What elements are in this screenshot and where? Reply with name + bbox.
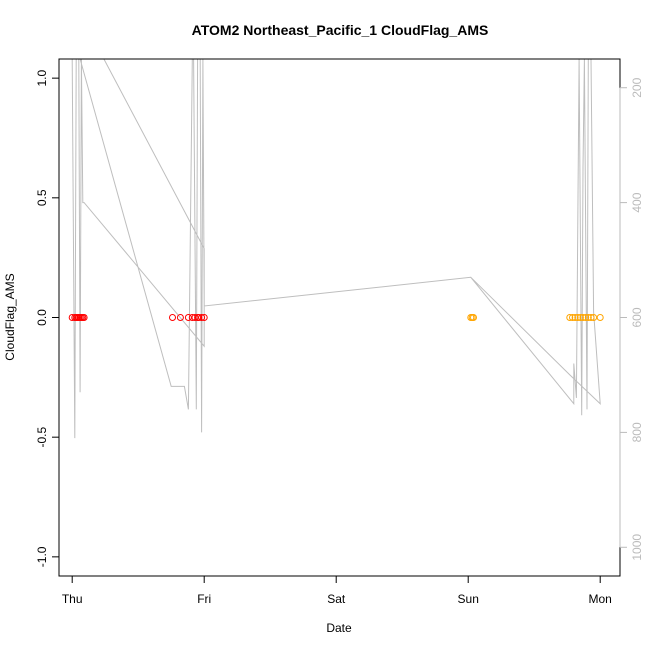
y-tick-label: -1.0 — [35, 546, 49, 567]
data-point — [169, 314, 176, 321]
data-point — [584, 314, 592, 321]
points-layer — [68, 314, 604, 321]
chart-title: ATOM2 Northeast_Pacific_1 CloudFlag_AMS — [192, 22, 489, 38]
y-tick-label: 1.0 — [35, 69, 49, 86]
y-axis-label: CloudFlag_AMS — [3, 273, 17, 360]
data-point — [566, 314, 574, 321]
x-tick-label: Mon — [589, 592, 612, 606]
x-tick-label: Fri — [197, 592, 211, 606]
right-tick-label: 400 — [630, 192, 644, 212]
data-point — [195, 314, 203, 321]
data-point — [579, 314, 587, 321]
x-axis: Thu Fri Sat Sun Mon — [62, 575, 612, 606]
y-tick-label: -0.5 — [35, 427, 49, 448]
data-point — [582, 314, 590, 321]
data-point — [198, 314, 206, 321]
right-tick-label: 800 — [630, 422, 644, 442]
right-axis: 200 400 600 800 1000 — [619, 77, 644, 561]
data-point — [590, 314, 598, 321]
data-point — [569, 314, 576, 321]
data-point — [188, 314, 196, 321]
data-point — [184, 314, 192, 321]
data-point — [596, 314, 604, 321]
data-point — [80, 314, 88, 321]
data-point — [574, 314, 582, 321]
y-tick-label: 0.5 — [35, 189, 49, 206]
data-point — [470, 314, 477, 321]
trace-line — [71, 58, 601, 439]
right-tick-label: 600 — [630, 307, 644, 327]
data-point — [576, 314, 584, 321]
right-tick-label: 1000 — [630, 534, 644, 561]
data-point — [191, 314, 199, 321]
x-tick-label: Thu — [62, 592, 83, 606]
data-point — [587, 314, 595, 321]
data-point — [571, 314, 579, 321]
data-point — [68, 314, 76, 321]
x-axis-label: Date — [326, 621, 352, 635]
x-tick-label: Sun — [458, 592, 479, 606]
plot-frame — [58, 58, 621, 577]
data-point — [176, 314, 184, 321]
y-axis: -1.0 -0.5 0.0 0.5 1.0 — [35, 69, 60, 567]
x-tick-label: Sat — [327, 592, 346, 606]
y-tick-label: 0.0 — [35, 309, 49, 326]
data-point — [200, 314, 208, 321]
trace-layer — [71, 58, 601, 439]
right-tick-label: 200 — [630, 77, 644, 97]
